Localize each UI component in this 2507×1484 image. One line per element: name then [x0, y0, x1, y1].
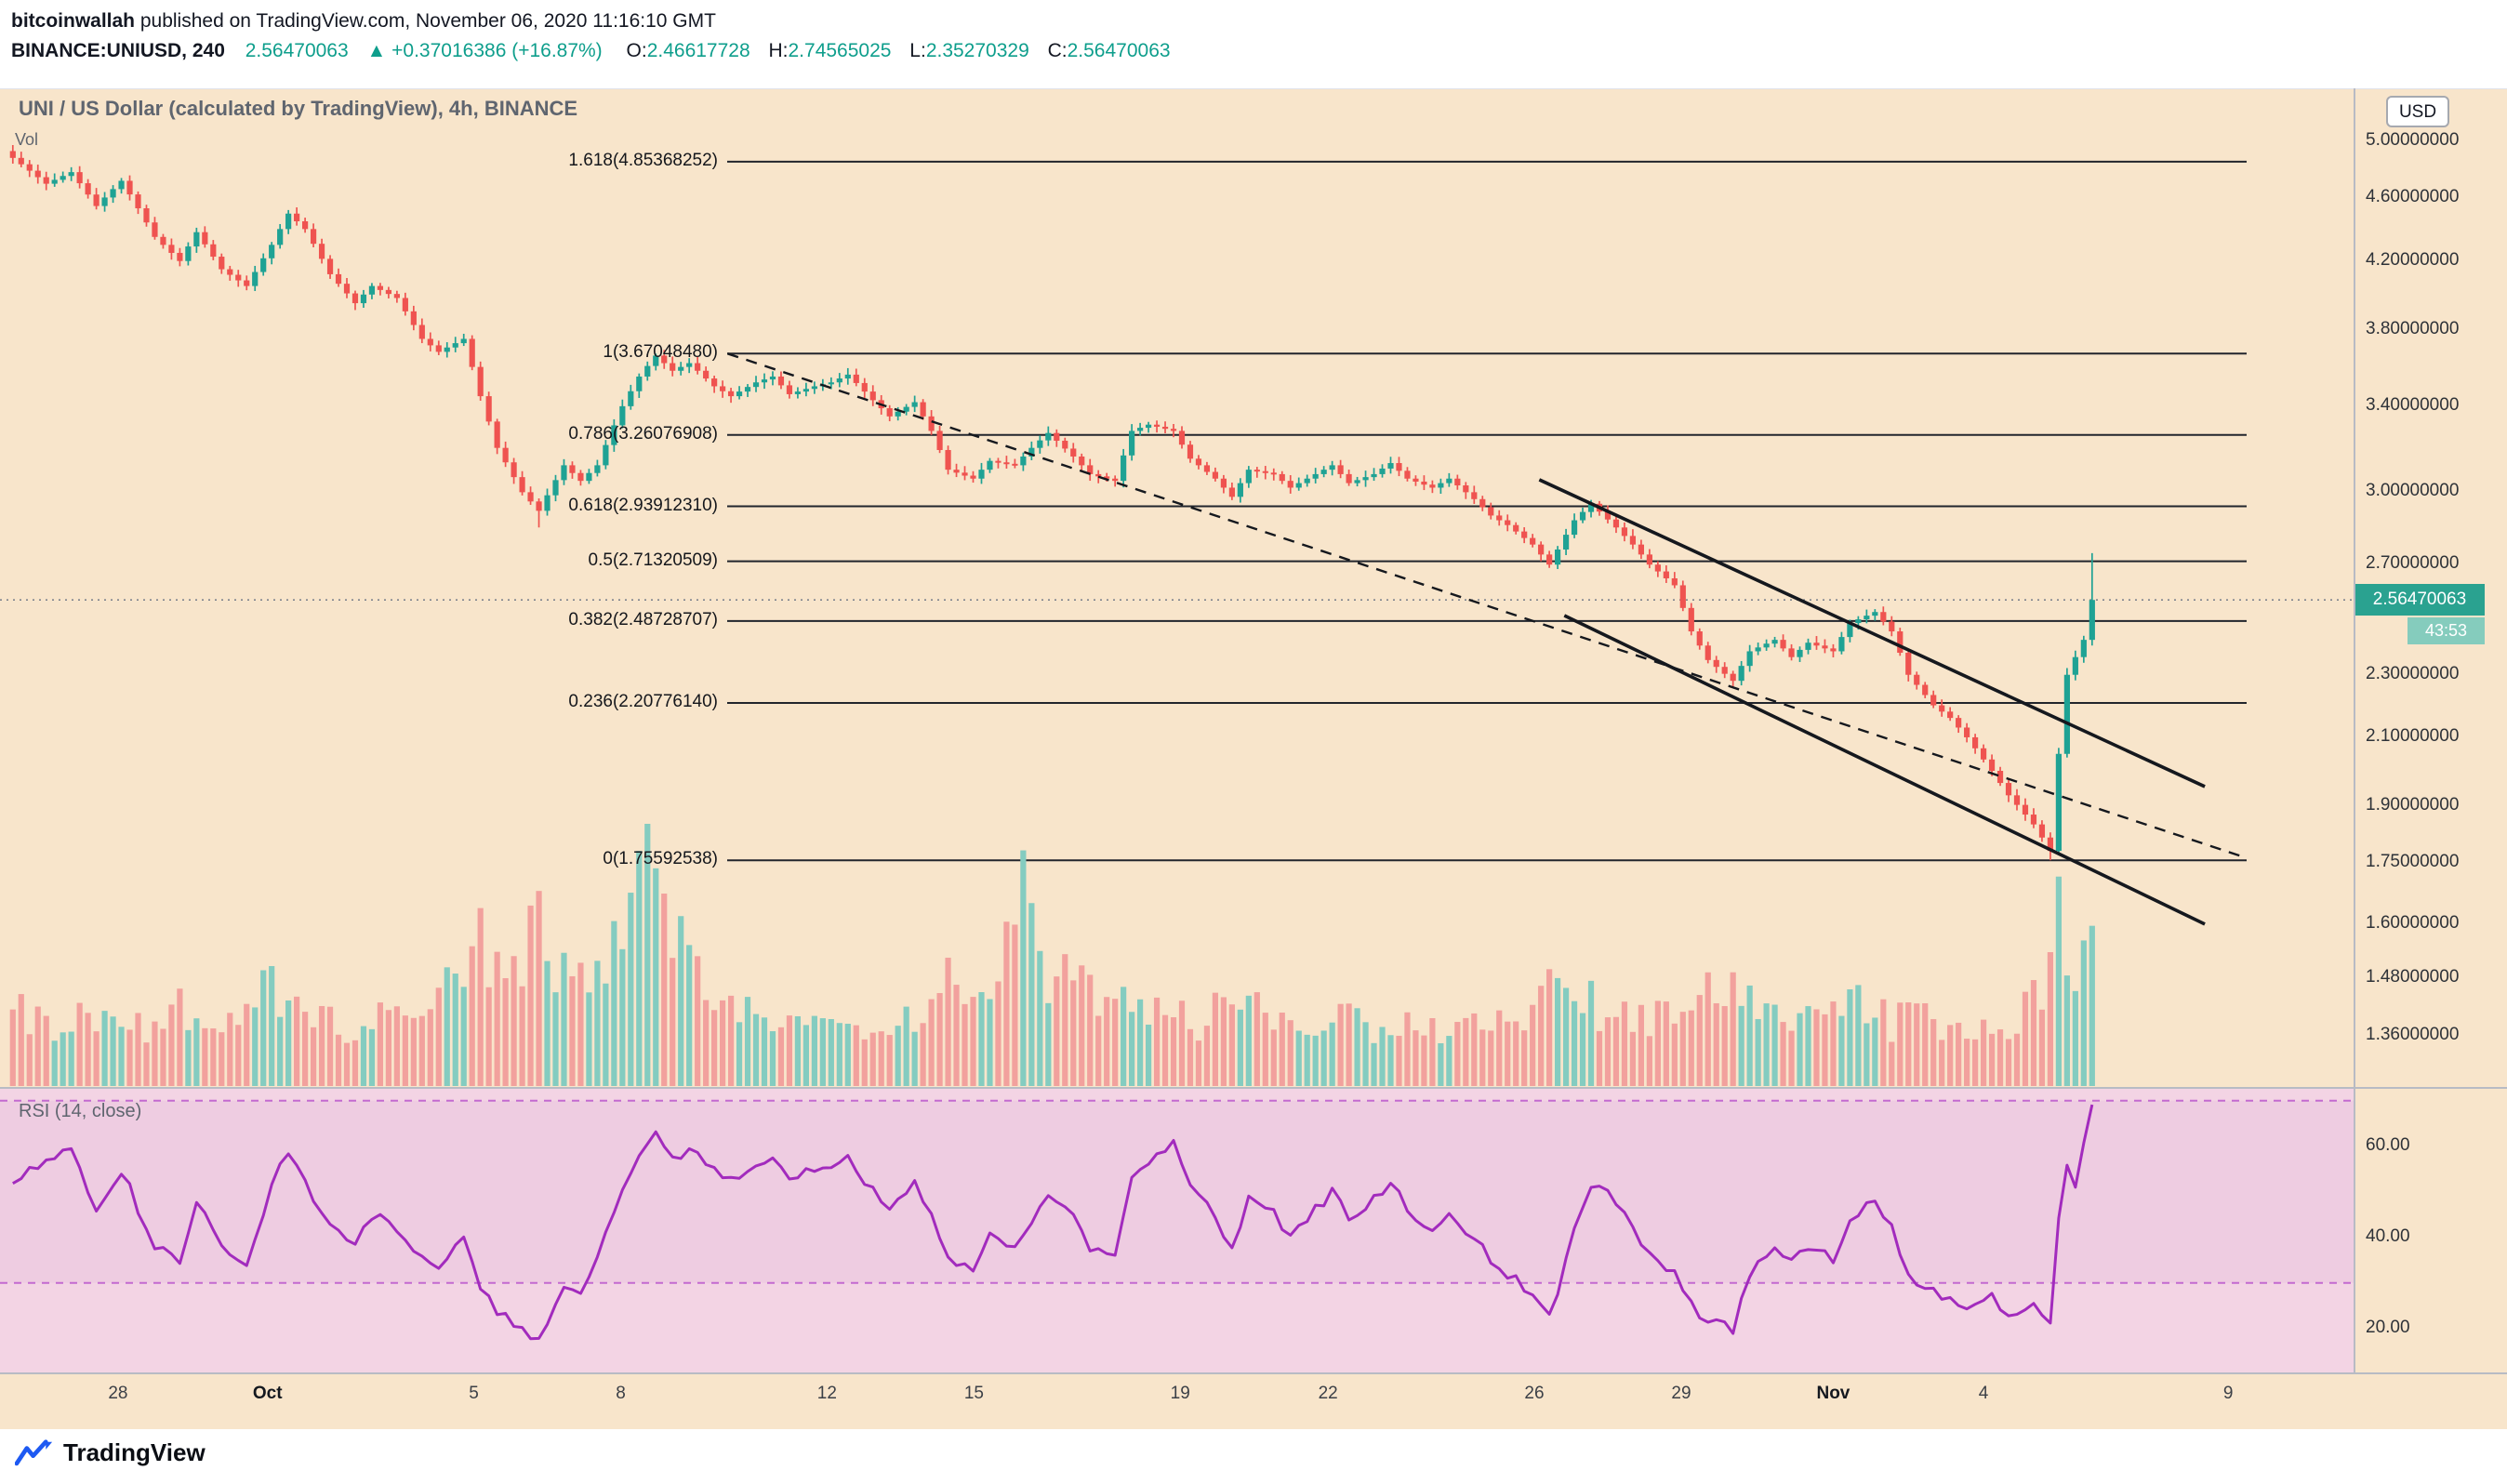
publish-header: bitcoinwallah published on TradingView.c… [0, 0, 2507, 88]
close-label: C: [1047, 40, 1068, 61]
tradingview-logo[interactable]: TradingView [15, 1438, 206, 1467]
publish-line: bitcoinwallah published on TradingView.c… [11, 7, 2507, 35]
logo-text: TradingView [63, 1438, 206, 1466]
current-price-badge: 2.56470063 [2354, 584, 2485, 616]
close-value: 2.56470063 [1067, 40, 1171, 61]
price-scale[interactable] [2355, 89, 2507, 1372]
time-axis-border [0, 1372, 2507, 1374]
author-name: bitcoinwallah [11, 10, 136, 32]
price-change: +0.37016386 (+16.87%) [391, 40, 603, 61]
high-label: H: [768, 40, 789, 61]
footer: TradingView [0, 1429, 2507, 1484]
time-scale[interactable] [0, 1374, 2354, 1428]
chart-top-border [0, 88, 2507, 89]
symbol-info-bar: BINANCE:UNIUSD, 240 2.56470063 ▲ +0.3701… [11, 35, 2507, 66]
open-value: 2.46617728 [646, 40, 750, 61]
high-value: 2.74565025 [788, 40, 892, 61]
open-label: O: [626, 40, 647, 61]
rsi-pane[interactable] [0, 1089, 2354, 1372]
currency-toggle-badge[interactable]: USD [2386, 96, 2449, 127]
low-value: 2.35270329 [925, 40, 1029, 61]
rsi-indicator-label[interactable]: RSI (14, close) [19, 1101, 142, 1121]
candle-countdown-badge: 43:53 [2408, 617, 2485, 644]
last-price: 2.56470063 [245, 40, 349, 61]
symbol-name: BINANCE:UNIUSD, 240 [11, 40, 225, 61]
up-arrow-icon: ▲ [366, 40, 387, 61]
low-label: L: [909, 40, 926, 61]
publish-info: published on TradingView.com, November 0… [135, 10, 716, 32]
mountain-logo-icon [15, 1438, 53, 1465]
price-scale-border [2354, 88, 2355, 1372]
chart-title: UNI / US Dollar (calculated by TradingVi… [19, 97, 578, 120]
pane-separator[interactable] [0, 1087, 2507, 1089]
volume-indicator-label[interactable]: Vol [15, 130, 39, 149]
